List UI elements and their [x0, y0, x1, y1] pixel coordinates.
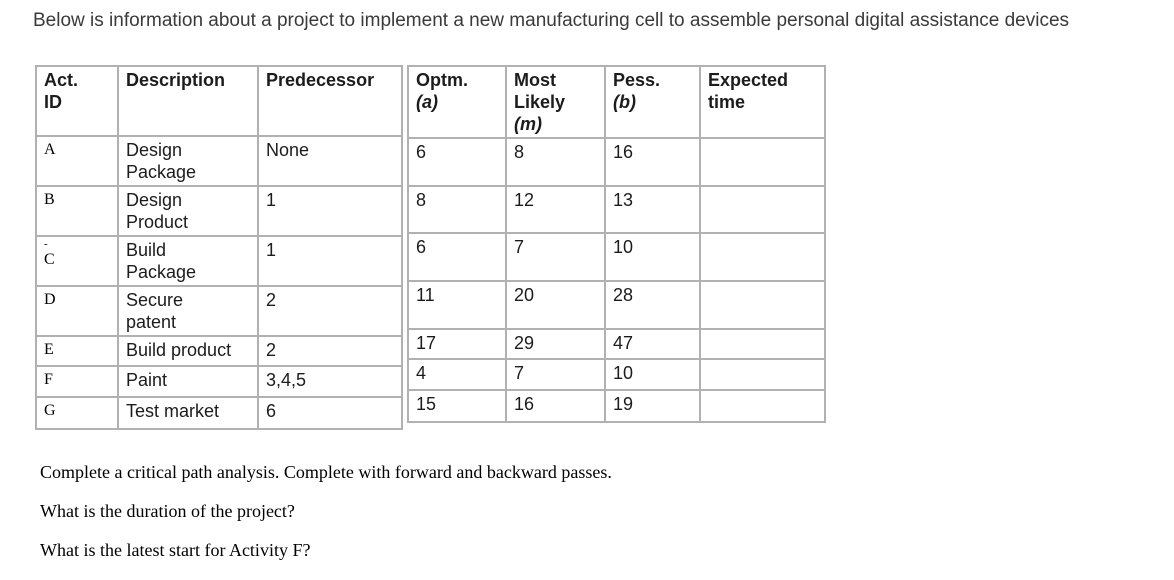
cell-expected-time: [699, 232, 826, 282]
table-row: D Secure patent 2: [35, 285, 403, 337]
header-pess-label: Pess.: [613, 70, 661, 90]
cell-act-id: D: [35, 285, 119, 337]
col-header-optm: Optm. (a): [407, 65, 507, 139]
cell-expected-time: [699, 137, 826, 187]
page-title: Below is information about a project to …: [33, 10, 1070, 31]
cell-pess: 19: [604, 389, 701, 423]
table-row: E Build product 2: [35, 335, 403, 367]
cell-optm: 6: [407, 232, 507, 282]
cell-predecessor: None: [257, 135, 403, 187]
col-header-expected-time: Expected time: [699, 65, 826, 139]
cell-optm: 4: [407, 358, 507, 391]
cell-pess: 10: [604, 232, 701, 282]
cell-most-likely: 16: [505, 389, 606, 423]
cell-act-id: F: [35, 365, 119, 398]
cell-predecessor: 2: [257, 285, 403, 337]
table-row: - C Build Package 1: [35, 235, 403, 287]
cell-act-id: B: [35, 185, 119, 237]
question-project-duration: What is the duration of the project?: [40, 501, 295, 521]
cell-description: Build product: [117, 335, 259, 367]
cell-expected-time: [699, 389, 826, 423]
cell-expected-time: [699, 358, 826, 391]
cell-description: Paint: [117, 365, 259, 398]
table-row: A Design Package None: [35, 135, 403, 187]
table-row: 6 7 10: [407, 232, 826, 282]
header-optm-symbol: (a): [416, 92, 438, 112]
cell-most-likely: 20: [505, 280, 606, 330]
header-row: Act. ID Description Predecessor: [35, 65, 403, 137]
cell-most-likely: 29: [505, 328, 606, 360]
cell-most-likely: 7: [505, 232, 606, 282]
header-act-line1: Act.: [44, 70, 79, 90]
cell-description: Build Package: [117, 235, 259, 287]
cell-description: Design Package: [117, 135, 259, 187]
header-optm-label: Optm.: [416, 70, 468, 90]
cell-optm: 6: [407, 137, 507, 187]
cell-most-likely: 7: [505, 358, 606, 391]
table-row: 4 7 10: [407, 358, 826, 391]
cell-act-id: G: [35, 396, 119, 430]
act-id-letter: C: [44, 251, 55, 268]
cell-expected-time: [699, 280, 826, 330]
project-activities-table: Act. ID Description Predecessor A Design…: [35, 65, 826, 430]
cell-predecessor: 6: [257, 396, 403, 430]
cell-expected-time: [699, 328, 826, 360]
cell-description: Test market: [117, 396, 259, 430]
header-row: Optm. (a) Most Likely (m) Pess. (b) Expe…: [407, 65, 826, 139]
cell-act-id: E: [35, 335, 119, 367]
act-id-stray-dash: -: [44, 238, 48, 250]
cell-description: Secure patent: [117, 285, 259, 337]
header-most-likely-symbol: (m): [514, 114, 542, 134]
cell-pess: 47: [604, 328, 701, 360]
cell-predecessor: 3,4,5: [257, 365, 403, 398]
table-row: G Test market 6: [35, 396, 403, 430]
cell-optm: 17: [407, 328, 507, 360]
cell-pess: 28: [604, 280, 701, 330]
cell-predecessor: 2: [257, 335, 403, 367]
cell-optm: 11: [407, 280, 507, 330]
table-row: 17 29 47: [407, 328, 826, 360]
cell-pess: 13: [604, 185, 701, 234]
table-row: 8 12 13: [407, 185, 826, 234]
col-header-description: Description: [117, 65, 259, 137]
table-row: B Design Product 1: [35, 185, 403, 237]
cell-description: Design Product: [117, 185, 259, 237]
instruction-critical-path: Complete a critical path analysis. Compl…: [40, 462, 612, 482]
cell-optm: 15: [407, 389, 507, 423]
cell-predecessor: 1: [257, 235, 403, 287]
cell-optm: 8: [407, 185, 507, 234]
header-pess-symbol: (b): [613, 92, 636, 112]
table-row: 15 16 19: [407, 389, 826, 423]
activities-table-right: Optm. (a) Most Likely (m) Pess. (b) Expe…: [407, 65, 826, 423]
col-header-most-likely: Most Likely (m): [505, 65, 606, 139]
activities-table-left: Act. ID Description Predecessor A Design…: [35, 65, 403, 430]
col-header-pess: Pess. (b): [604, 65, 701, 139]
cell-pess: 10: [604, 358, 701, 391]
cell-pess: 16: [604, 137, 701, 187]
cell-predecessor: 1: [257, 185, 403, 237]
table-row: 6 8 16: [407, 137, 826, 187]
table-row: 11 20 28: [407, 280, 826, 330]
cell-act-id: A: [35, 135, 119, 187]
cell-most-likely: 12: [505, 185, 606, 234]
col-header-act-id: Act. ID: [35, 65, 119, 137]
table-row: F Paint 3,4,5: [35, 365, 403, 398]
col-header-predecessor: Predecessor: [257, 65, 403, 137]
cell-expected-time: [699, 185, 826, 234]
question-latest-start-f: What is the latest start for Activity F?: [40, 540, 311, 560]
cell-most-likely: 8: [505, 137, 606, 187]
header-act-line2: ID: [44, 92, 62, 112]
cell-act-id: - C: [35, 235, 119, 287]
header-most-likely-label: Most Likely: [514, 70, 566, 112]
